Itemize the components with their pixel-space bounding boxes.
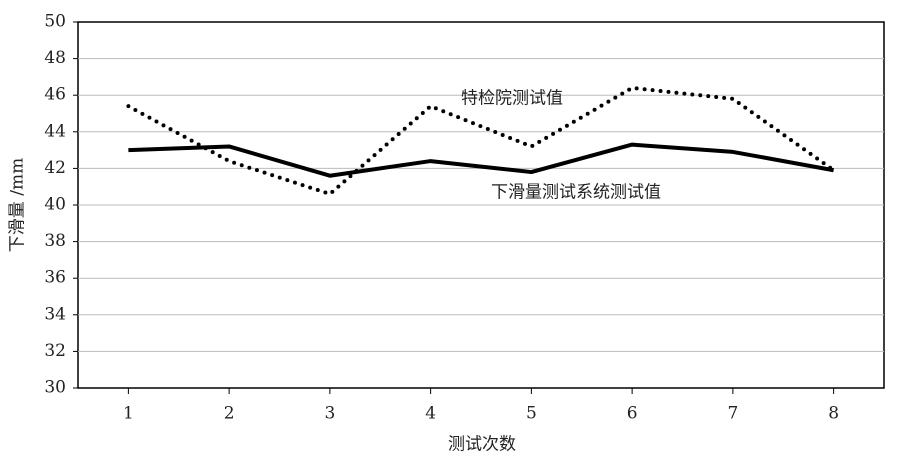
series-label: 特检院测试值	[461, 89, 563, 109]
x-tick-label: 2	[224, 404, 235, 424]
series-line	[126, 85, 836, 197]
x-axis-label: 测试次数	[448, 435, 516, 455]
y-tick-label: 32	[44, 341, 66, 361]
y-tick-label: 36	[44, 268, 66, 288]
x-tick-label: 5	[526, 404, 537, 424]
x-tick-label: 1	[123, 404, 134, 424]
y-tick-label: 50	[44, 12, 66, 32]
y-tick-label: 34	[44, 304, 66, 324]
x-tick-label: 4	[425, 404, 436, 424]
y-tick-label: 42	[44, 158, 66, 178]
x-tick-label: 8	[828, 404, 839, 424]
x-tick-label: 7	[727, 404, 738, 424]
y-tick-label: 46	[44, 85, 66, 105]
y-axis-label: 下滑量 /mm	[8, 158, 28, 252]
y-tick-label: 38	[44, 231, 66, 251]
x-tick-label: 3	[324, 404, 335, 424]
y-tick-label: 48	[44, 48, 66, 68]
series-label: 下滑量测试系统测试值	[491, 183, 661, 203]
series-line	[128, 142, 834, 178]
y-tick-label: 30	[44, 378, 66, 398]
y-tick-label: 44	[44, 121, 66, 141]
y-tick-label: 40	[44, 195, 66, 215]
x-tick-label: 6	[627, 404, 638, 424]
